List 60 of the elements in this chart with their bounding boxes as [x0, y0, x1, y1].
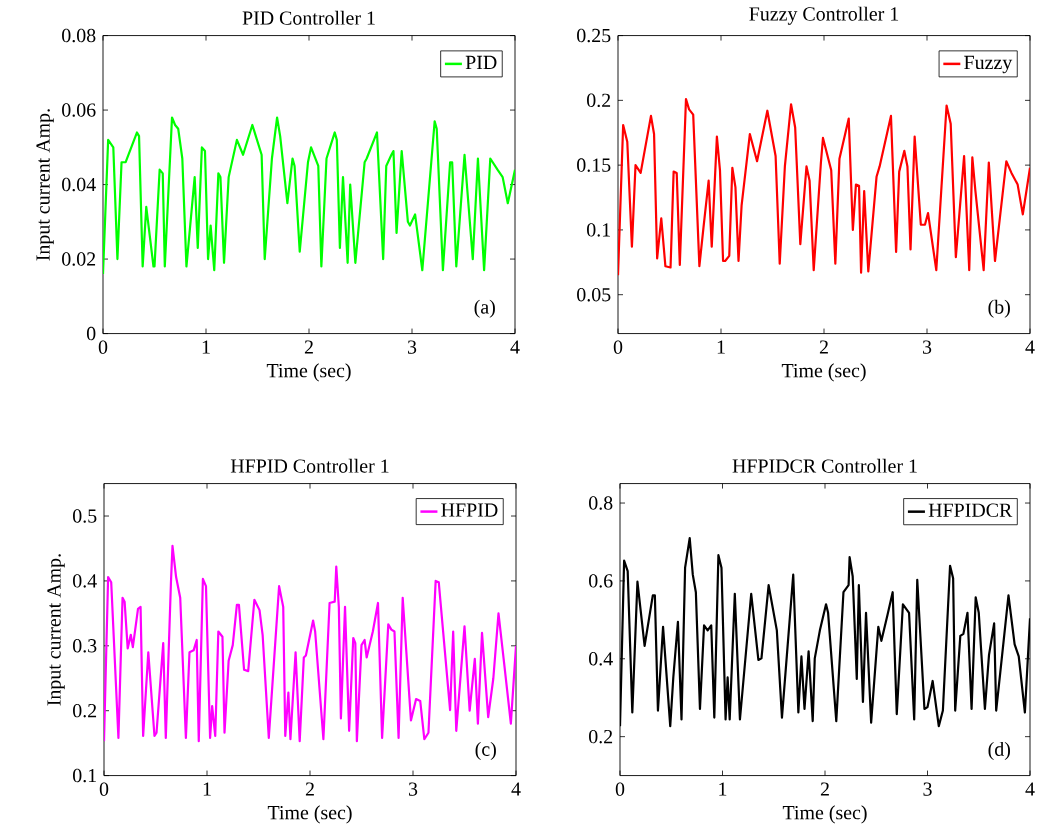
x-tick-label: 2	[305, 782, 314, 796]
chart-title: Fuzzy Controller 1	[749, 6, 899, 25]
y-tick-label: 0.5	[73, 509, 97, 523]
y-tick-label: 0.15	[577, 158, 611, 173]
x-tick-label: 3	[408, 782, 418, 796]
x-axis-title: Time (sec)	[781, 363, 866, 382]
y-tick-label: 0.8	[589, 496, 613, 511]
x-tick-label: 4	[511, 782, 521, 796]
x-tick-label: 1	[203, 782, 211, 796]
line-series	[103, 116, 515, 276]
x-tick-label: 1	[717, 340, 725, 354]
y-tick-label: 0.06	[62, 103, 96, 118]
x-tick-label: 1	[202, 340, 210, 354]
x-tick-label: 2	[820, 782, 829, 796]
annotation: (a)	[474, 299, 495, 318]
line-series	[104, 544, 516, 743]
x-axis-title: Time (sec)	[267, 805, 352, 824]
y-tick-label: 0.2	[73, 704, 97, 718]
y-tick-label: 0.3	[73, 639, 97, 653]
x-tick-label: 4	[510, 340, 520, 354]
x-tick-label: 4	[1025, 782, 1035, 796]
legend-label: Fuzzy	[964, 56, 1013, 74]
x-tick-label: 2	[819, 340, 828, 354]
legend-label: PID	[465, 56, 497, 70]
x-axis-title: Time (sec)	[266, 363, 351, 382]
y-axis-title: Input current Amp.	[47, 554, 65, 706]
y-tick-label: 0.1	[587, 223, 610, 237]
y-tick-label: 0.4	[589, 652, 613, 666]
y-tick-label: 0.25	[577, 29, 611, 43]
y-tick-label: 0.2	[587, 93, 611, 108]
x-tick-label: 0	[99, 782, 109, 797]
y-tick-label: 0.2	[589, 730, 613, 744]
x-tick-label: 4	[1025, 340, 1035, 354]
y-tick-label: 0.1	[73, 769, 96, 783]
annotation: (b)	[988, 299, 1010, 318]
x-axis-title: Time (sec)	[782, 805, 867, 824]
x-tick-label: 0	[613, 340, 623, 355]
chart-title: HFPID Controller 1	[230, 458, 389, 473]
y-tick-label: 0.05	[577, 288, 611, 302]
y-tick-label: 0.02	[62, 252, 96, 267]
x-tick-label: 0	[615, 782, 625, 797]
chart-title: PID Controller 1	[242, 10, 375, 25]
x-tick-label: 3	[922, 340, 932, 354]
annotation: (d)	[988, 742, 1010, 761]
y-tick-label: 0.08	[62, 29, 96, 43]
annotation: (c)	[475, 742, 496, 761]
x-tick-label: 3	[407, 340, 417, 354]
y-tick-label: 0.4	[73, 574, 97, 588]
y-tick-label: 0	[86, 327, 96, 341]
line-series	[618, 98, 1031, 277]
y-tick-label: 0.04	[62, 178, 96, 192]
y-axis-title: Input current Amp.	[36, 109, 54, 261]
legend-label: HFPIDCR	[928, 503, 1013, 518]
x-tick-label: 0	[98, 340, 108, 355]
x-tick-label: 2	[304, 340, 313, 354]
y-tick-label: 0.6	[589, 574, 613, 588]
legend-label: HFPID	[441, 503, 498, 517]
x-tick-label: 1	[719, 782, 727, 796]
chart-title: HFPIDCR Controller 1	[732, 458, 917, 473]
x-tick-label: 3	[923, 782, 932, 796]
